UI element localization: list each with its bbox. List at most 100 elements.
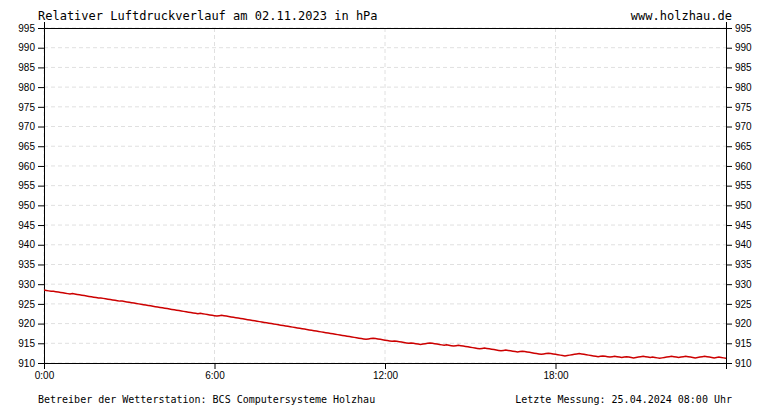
tick: 910 [726, 358, 752, 369]
tick-mark [38, 225, 44, 226]
tick-mark [726, 48, 732, 49]
axis-line [38, 29, 45, 364]
tick-mark [726, 107, 732, 108]
grid [44, 28, 726, 363]
axis-line [727, 29, 733, 364]
tick: 925 [18, 299, 44, 310]
tick-label: 980 [18, 82, 35, 93]
grid-line [44, 67, 726, 68]
tick-label: 920 [18, 318, 35, 329]
title: Relativer Luftdruckverlauf am 02.11.2023… [38, 9, 378, 23]
tick: 925 [726, 299, 752, 310]
tick-mark [726, 87, 732, 88]
tick: 980 [18, 82, 44, 93]
tick-mark [38, 343, 44, 344]
tick-mark [38, 245, 44, 246]
tick-mark [726, 284, 732, 285]
tick-label: 990 [735, 42, 752, 53]
tick: 910 [18, 358, 44, 369]
tick-mark [726, 67, 732, 68]
tick-mark [38, 264, 44, 265]
tick-label: 930 [735, 279, 752, 290]
tick: 985 [726, 62, 752, 73]
grid-line [44, 264, 726, 265]
tick-mark [726, 343, 732, 344]
tick-mark [38, 186, 44, 187]
tick: 0:00 [35, 363, 55, 381]
tick-mark [38, 67, 44, 68]
tick: 930 [726, 279, 752, 290]
tick-label: 940 [735, 239, 752, 250]
tick: 990 [726, 42, 752, 53]
tick-label: 985 [18, 62, 35, 73]
tick: 970 [726, 121, 752, 132]
tick: 935 [726, 259, 752, 270]
grid-line [385, 28, 386, 363]
tick-mark [556, 363, 557, 369]
tick: 945 [726, 220, 752, 231]
tick: 950 [726, 200, 752, 211]
tick: 955 [726, 180, 752, 191]
chart: 0:006:0012:0018:00910 915 920 925 930 935 940 9… [0, 0, 770, 409]
tick-mark [38, 48, 44, 49]
tick-mark [38, 166, 44, 167]
tick-label: 995 [18, 23, 35, 34]
tick-label: 975 [735, 102, 752, 113]
tick: 960 [726, 161, 752, 172]
tick: 995 [726, 23, 752, 34]
tick-label: 915 [735, 338, 752, 349]
tick-mark [38, 304, 44, 305]
x-axis: 0:006:0012:0018:00 [35, 363, 727, 381]
tick: 940 [726, 239, 752, 250]
tick: 915 [726, 338, 752, 349]
tick-mark [38, 107, 44, 108]
tick: 985 [18, 62, 44, 73]
tick-label: 960 [18, 161, 35, 172]
tick-label: 960 [735, 161, 752, 172]
tick: 990 [18, 42, 44, 53]
pressure-line [44, 290, 726, 359]
tick-label: 945 [735, 220, 752, 231]
tick-label: 970 [18, 121, 35, 132]
tick-label: 920 [735, 318, 752, 329]
tick-label: 0:00 [35, 370, 55, 381]
tick-mark [38, 87, 44, 88]
annotation: www.holzhau.de [631, 9, 732, 23]
grid-line [44, 47, 726, 48]
grid-line [555, 28, 556, 363]
tick-mark [726, 245, 732, 246]
tick-label: 910 [18, 358, 35, 369]
tick: 12:00 [373, 363, 398, 381]
tick-label: 975 [18, 102, 35, 113]
tick-label: 12:00 [373, 370, 398, 381]
grid-line [44, 165, 726, 166]
tick-label: 980 [735, 82, 752, 93]
tick-mark [726, 324, 732, 325]
tick-mark [726, 264, 732, 265]
tick-mark [726, 304, 732, 305]
tick: 930 [18, 279, 44, 290]
tick: 935 [18, 259, 44, 270]
tick: 980 [726, 82, 752, 93]
tick-label: 955 [735, 180, 752, 191]
tick: 920 [726, 318, 752, 329]
tick-mark [38, 284, 44, 285]
tick-label: 965 [18, 141, 35, 152]
tick-mark [38, 127, 44, 128]
tick-label: 930 [18, 279, 35, 290]
tick: 965 [726, 141, 752, 152]
tick-mark [726, 186, 732, 187]
tick-label: 935 [735, 259, 752, 270]
tick-mark [38, 205, 44, 206]
tick: 950 [18, 200, 44, 211]
tick-mark [38, 146, 44, 147]
tick-mark [726, 205, 732, 206]
tick: 920 [18, 318, 44, 329]
tick-label: 995 [735, 23, 752, 34]
tick-mark [726, 127, 732, 128]
tick-label: 950 [735, 200, 752, 211]
tick-label: 925 [18, 299, 35, 310]
axis-line [45, 364, 727, 370]
tick: 955 [18, 180, 44, 191]
plot-area [44, 290, 726, 359]
